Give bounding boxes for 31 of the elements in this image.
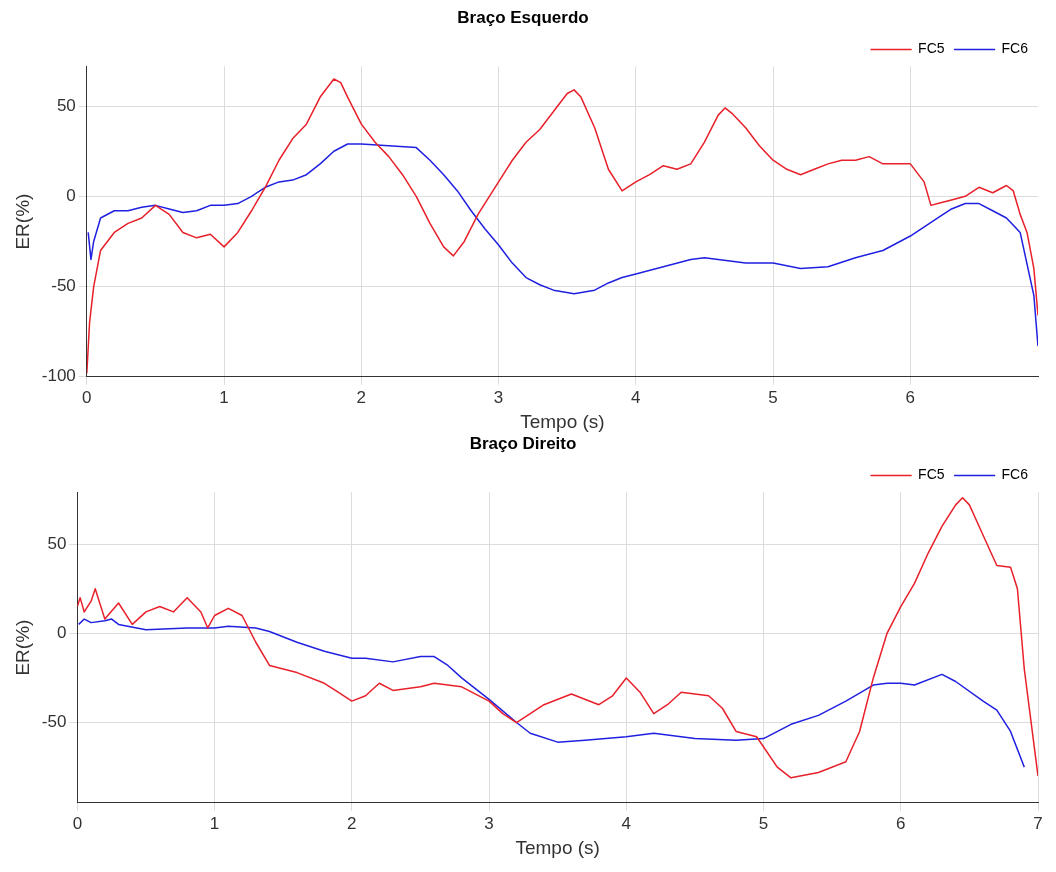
x-tick-label: 4 <box>621 813 632 833</box>
y-tick-label: 50 <box>47 533 67 553</box>
x-tick-label: 5 <box>768 387 778 407</box>
y-tick-label: -100 <box>41 366 76 386</box>
x-tick-label: 5 <box>758 813 769 833</box>
y-axis-title: ER(%) <box>11 619 33 676</box>
x-axis-title: Tempo (s) <box>515 836 600 858</box>
y-tick-label: 50 <box>56 95 76 115</box>
x-tick-label: 1 <box>209 813 220 833</box>
y-axis-title: ER(%) <box>11 193 33 250</box>
legend-label: FC5 <box>918 40 945 57</box>
x-tick-label: 3 <box>484 813 494 833</box>
y-tick-label: -50 <box>41 712 67 732</box>
y-tick-label: -50 <box>51 276 76 296</box>
x-axis-title: Tempo (s) <box>520 410 605 432</box>
x-tick-label: 2 <box>347 813 357 833</box>
x-tick-label: 2 <box>356 387 367 407</box>
x-tick-label: 3 <box>493 387 504 407</box>
chart-title: Braço Esquerdo <box>457 7 589 27</box>
y-tick-label: 0 <box>66 186 76 206</box>
x-tick-label: 6 <box>905 387 916 407</box>
y-tick-label: 0 <box>56 623 67 643</box>
x-tick-label: 6 <box>896 813 906 833</box>
x-tick-label: 7 <box>1033 813 1043 833</box>
x-tick-label: 4 <box>631 387 641 407</box>
legend-label: FC6 <box>1001 466 1029 483</box>
x-tick-label: 1 <box>219 387 229 407</box>
legend-label: FC5 <box>918 466 945 483</box>
chart-title: Braço Direito <box>469 433 577 453</box>
x-tick-label: 0 <box>82 387 92 407</box>
legend-label: FC6 <box>1001 40 1029 57</box>
